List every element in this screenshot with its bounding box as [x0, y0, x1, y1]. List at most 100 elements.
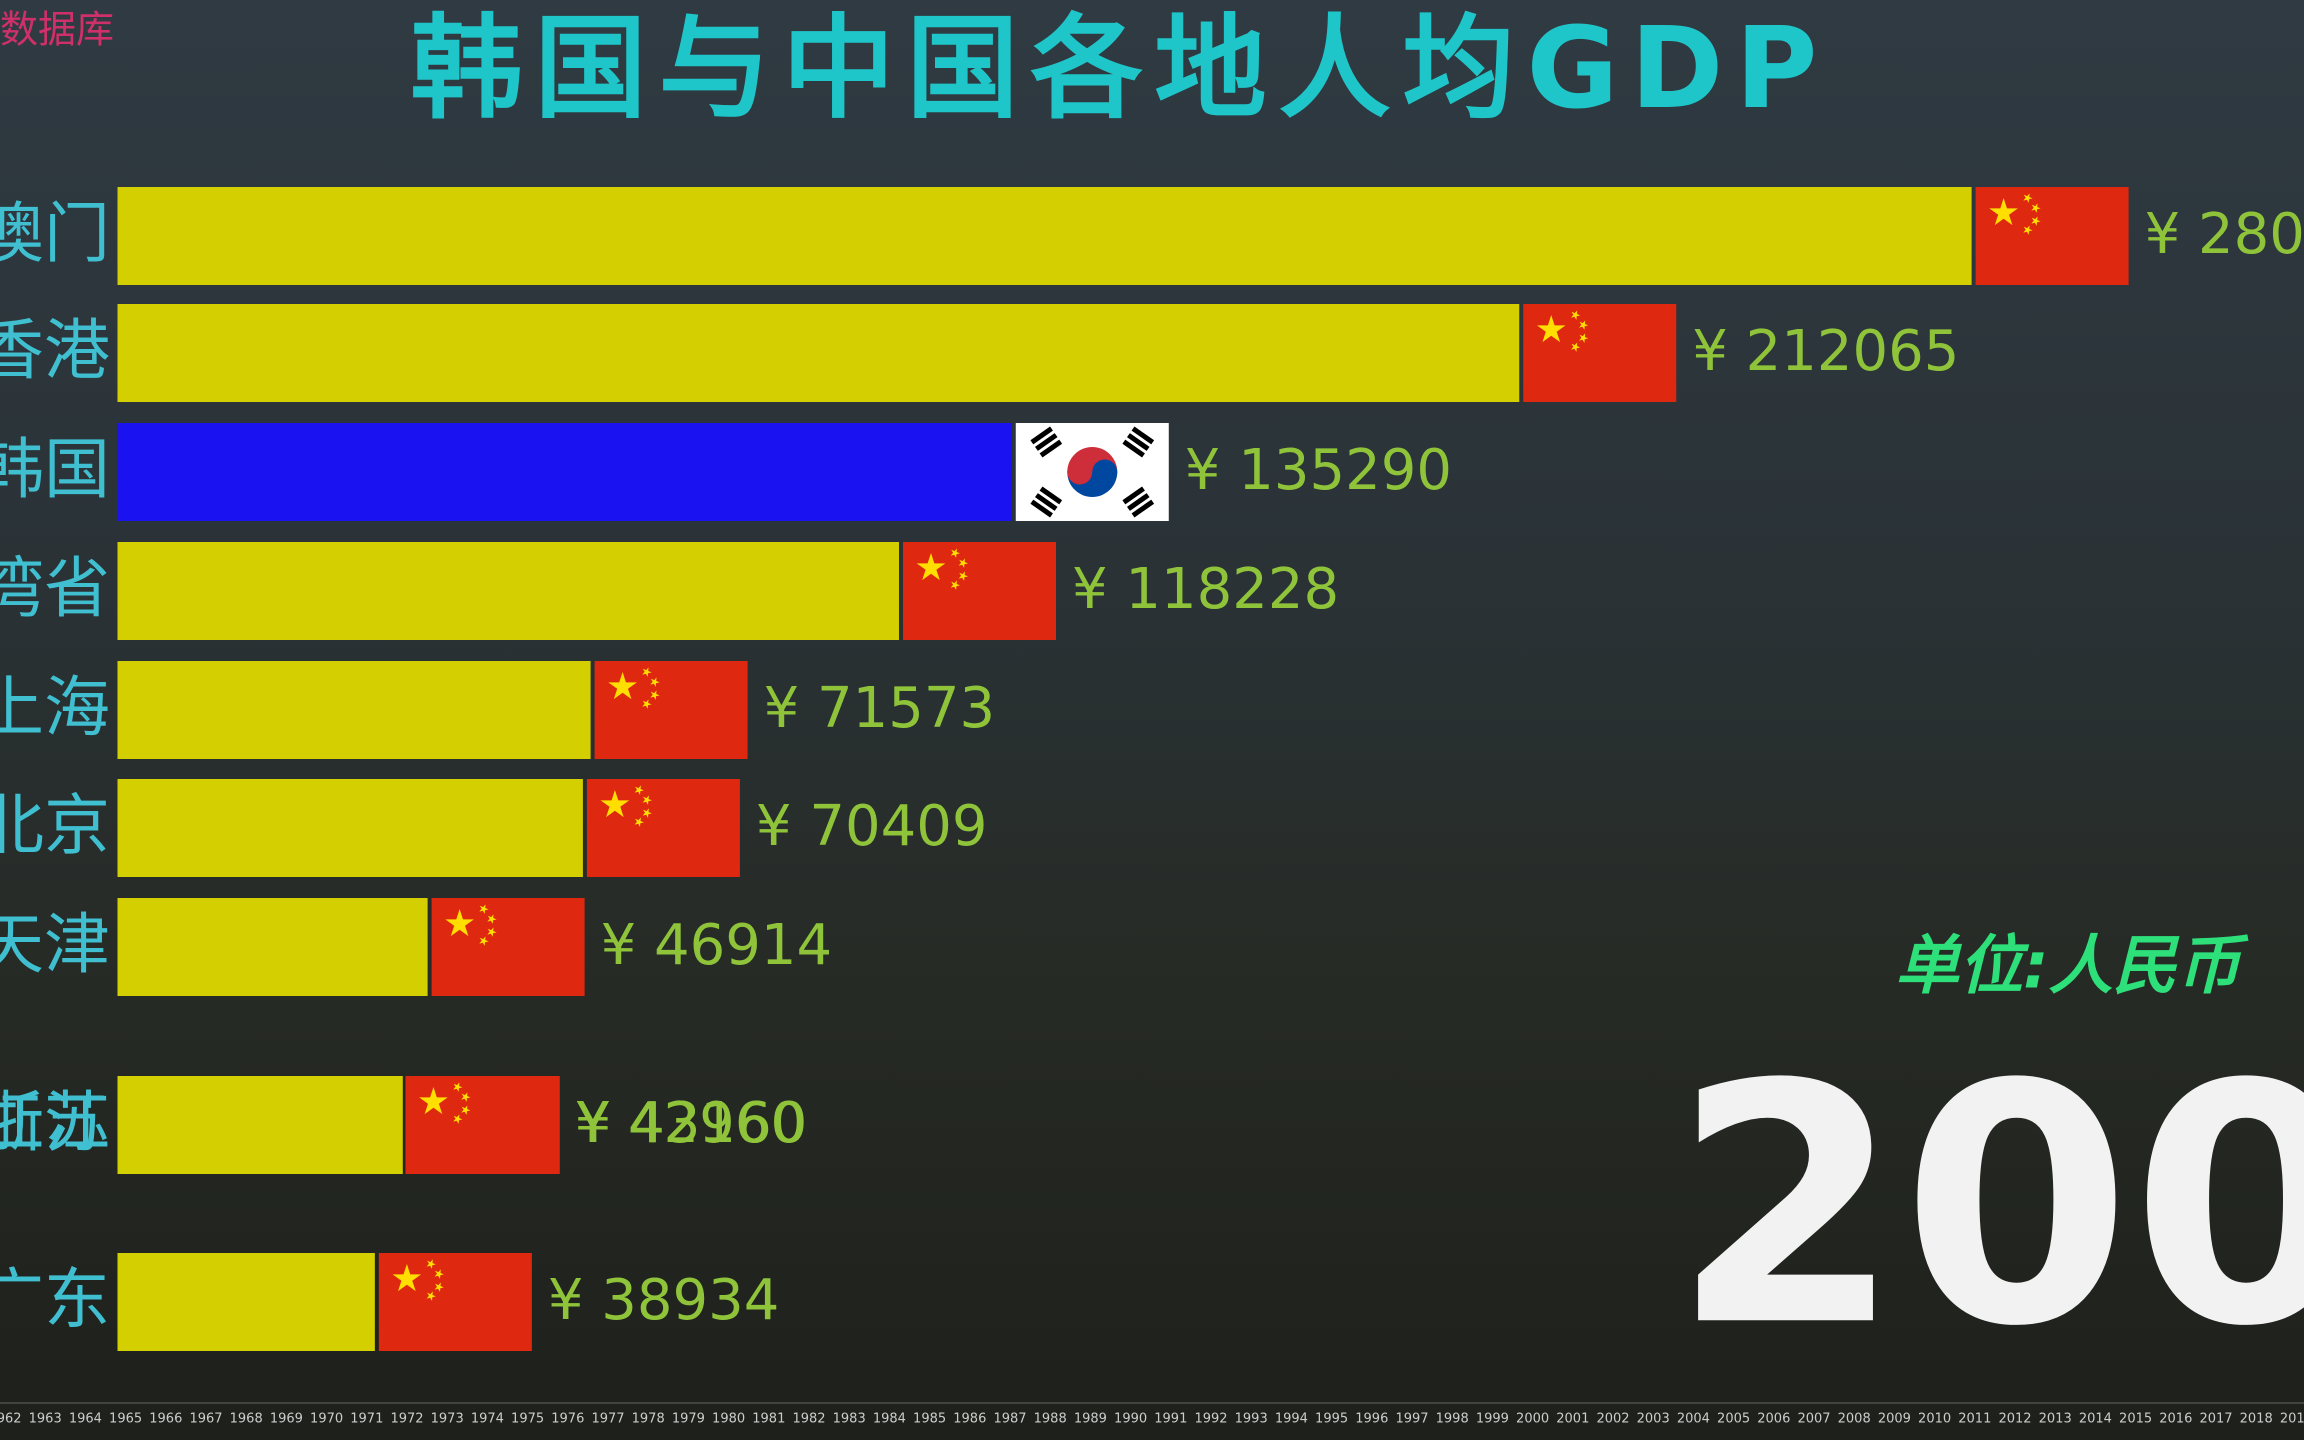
timeline-year: 2006: [1757, 1412, 1790, 1427]
trigram-bar: [1122, 486, 1145, 505]
flag-china: [586, 779, 740, 877]
flag-star: [958, 571, 968, 581]
timeline-year: 2014: [2079, 1412, 2112, 1427]
flag-china: [1523, 304, 1677, 402]
timeline-year: 1977: [591, 1412, 624, 1427]
flag-star: [434, 1282, 444, 1292]
value-label: ¥ 212065: [1692, 319, 1959, 384]
value-label: ¥ 71573: [764, 676, 996, 741]
flag-trigram: [1030, 426, 1063, 458]
timeline-year: 1974: [471, 1412, 504, 1427]
flag-trigram: [1122, 486, 1155, 518]
flag-star: [487, 927, 497, 937]
flag-star: [1571, 342, 1581, 352]
value-label: ¥ 42960: [574, 1091, 806, 1156]
flag-star: [958, 558, 968, 568]
category-label: 香港: [0, 312, 110, 389]
flag-star: [1537, 315, 1566, 343]
flag-trigram: [1030, 486, 1063, 518]
timeline-year: 1997: [1395, 1412, 1428, 1427]
category-label: 浙江: [0, 1084, 110, 1161]
timeline-year: 1968: [230, 1412, 263, 1427]
flag-star: [642, 795, 652, 805]
trigram-bar: [1127, 433, 1150, 451]
timeline-year: 1986: [953, 1412, 986, 1427]
value-label: ¥ 135290: [1185, 438, 1452, 503]
timeline-year: 1983: [833, 1412, 866, 1427]
flag-star: [950, 548, 960, 558]
category-label: 韩国: [0, 431, 110, 508]
timeline-year: 1988: [1034, 1412, 1067, 1427]
flag-star: [1989, 198, 2018, 226]
bar: [117, 1253, 375, 1351]
flag-field: [1975, 187, 2129, 285]
flag-star: [479, 904, 489, 914]
category-label: 台湾省: [0, 550, 110, 627]
flag-star: [426, 1291, 436, 1301]
flag-star: [461, 1092, 471, 1102]
timeline-year: 1964: [69, 1412, 102, 1427]
flag-star: [453, 1114, 463, 1124]
timeline-year: 2015: [2119, 1412, 2152, 1427]
flag-trigram: [1122, 426, 1155, 458]
value-label: ¥ 118228: [1072, 557, 1339, 622]
timeline-year: 2009: [1878, 1412, 1911, 1427]
flag-star: [479, 936, 489, 946]
flag-field: [902, 542, 1056, 640]
category-label: 天津: [0, 906, 110, 983]
value-label: ¥ 46914: [601, 913, 833, 978]
flag-field: [586, 779, 740, 877]
timeline-year: 2003: [1637, 1412, 1670, 1427]
timeline-year: 1990: [1114, 1412, 1147, 1427]
flag-china: [594, 661, 748, 759]
timeline-year: 1980: [712, 1412, 745, 1427]
flag-star: [642, 699, 652, 709]
trigram-bar: [1131, 426, 1155, 445]
timeline-year: 2002: [1596, 1412, 1629, 1427]
flag-star: [2031, 203, 2041, 213]
flag-star: [650, 690, 660, 700]
category-label: 北京: [0, 787, 110, 864]
timeline-year: 1978: [632, 1412, 665, 1427]
timeline-year: 1962: [0, 1412, 22, 1427]
flag-star: [608, 672, 637, 700]
flag-star: [487, 914, 497, 924]
flag-star: [642, 808, 652, 818]
timeline-year: 2001: [1556, 1412, 1589, 1427]
timeline-year: 1981: [752, 1412, 785, 1427]
value-label: ¥ 280500: [2145, 202, 2304, 267]
year-label: 2008: [1672, 1014, 2304, 1398]
flag-star: [634, 817, 644, 827]
flag-star: [916, 553, 946, 581]
flag-star: [392, 1264, 422, 1292]
flag-star: [2031, 216, 2041, 226]
timeline-year: 1995: [1315, 1412, 1348, 1427]
flag-star: [419, 1087, 448, 1115]
timeline-year: 1973: [431, 1412, 464, 1427]
timeline-year: 2018: [2240, 1412, 2273, 1427]
category-label: 广东: [0, 1261, 110, 1338]
timeline-year: 1998: [1436, 1412, 1469, 1427]
trigram-bar: [1039, 439, 1063, 458]
flag-star: [642, 667, 652, 677]
flag-china: [378, 1253, 532, 1351]
trigram-bar: [1030, 426, 1053, 445]
trigram-bar: [1131, 499, 1155, 518]
bar: [117, 423, 1012, 521]
timeline-year: 1966: [149, 1412, 182, 1427]
flag-china: [1975, 187, 2129, 285]
bar: [117, 187, 1972, 285]
timeline-year: 1989: [1074, 1412, 1107, 1427]
bar: [117, 304, 1520, 402]
timeline-year: 1971: [350, 1412, 383, 1427]
timeline-year: 1992: [1194, 1412, 1227, 1427]
trigram-bar: [1122, 439, 1145, 458]
flag-star: [1579, 333, 1589, 343]
flag-star: [650, 677, 660, 687]
timeline-year: 2010: [1918, 1412, 1951, 1427]
flag-field: [594, 661, 748, 759]
flag-korea: [1015, 423, 1169, 521]
flag-star: [1571, 310, 1581, 320]
